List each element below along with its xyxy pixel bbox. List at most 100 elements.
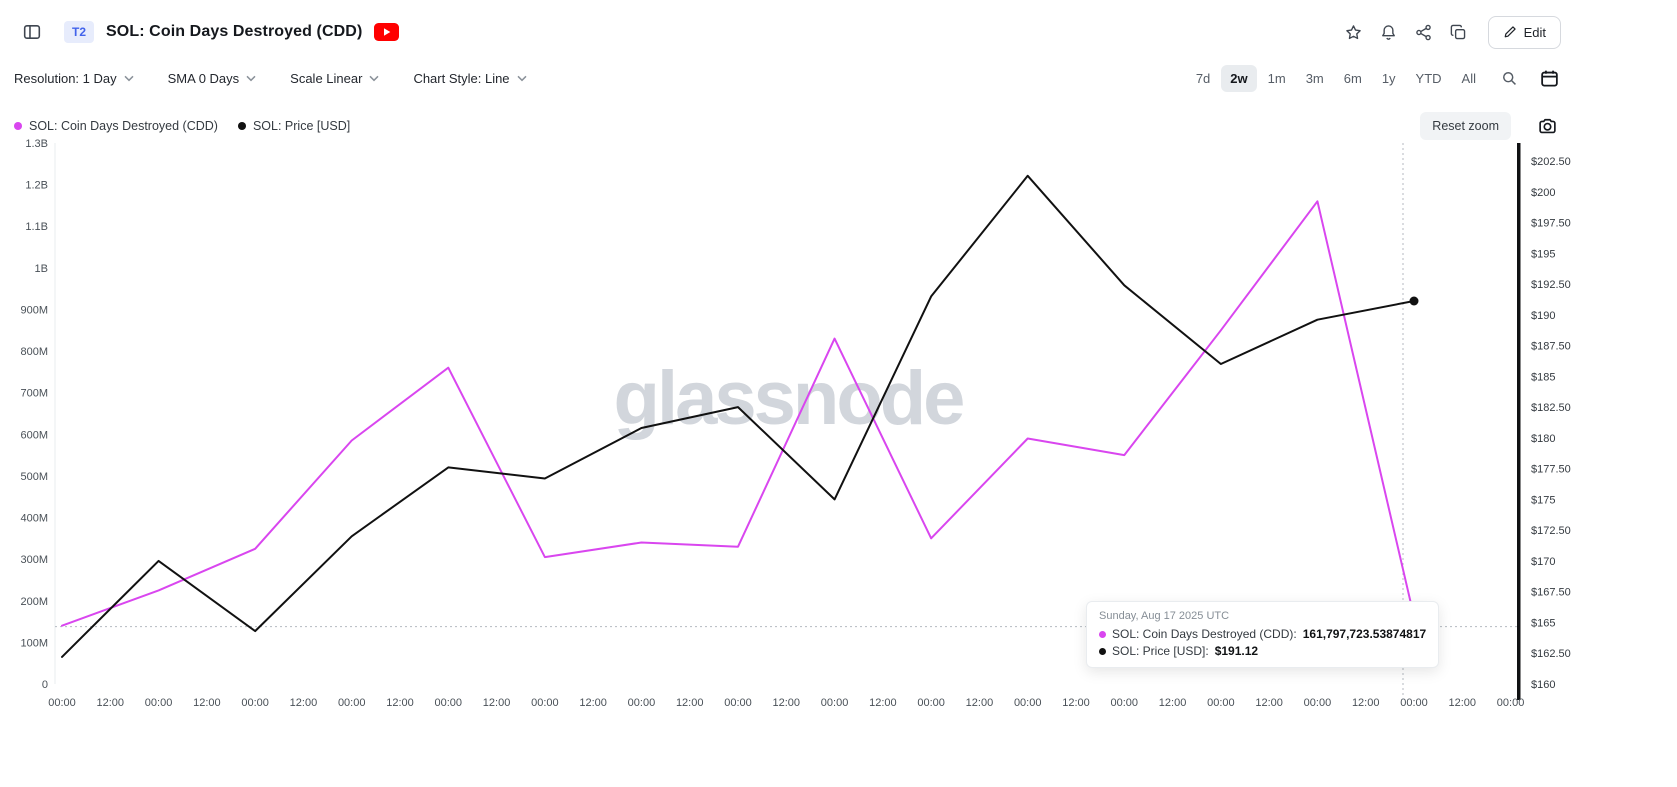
range-selector: 7d 2w 1m 3m 6m 1y YTD All <box>1187 62 1565 94</box>
left-axis-tick: 400M <box>20 513 48 525</box>
range-button-1m[interactable]: 1m <box>1259 65 1295 92</box>
calendar-icon <box>1540 70 1558 87</box>
right-axis-tick: $175 <box>1531 494 1555 506</box>
range-button-all[interactable]: All <box>1453 65 1485 92</box>
x-axis-label: 00:00 <box>724 697 752 709</box>
series-marker <box>1409 296 1419 306</box>
x-axis-label: 00:00 <box>917 697 945 709</box>
x-axis-label: 12:00 <box>579 697 607 709</box>
legend-dot-cdd <box>14 122 22 130</box>
reset-zoom-button[interactable]: Reset zoom <box>1420 112 1511 140</box>
chart-style-dropdown[interactable]: Chart Style: Line <box>411 66 528 91</box>
x-axis-label: 00:00 <box>48 697 76 709</box>
left-axis-tick: 300M <box>20 554 48 566</box>
legend-item-cdd[interactable]: SOL: Coin Days Destroyed (CDD) <box>14 119 218 133</box>
left-axis-tick: 500M <box>20 471 48 483</box>
right-axis-tick: $190 <box>1531 310 1555 322</box>
x-axis-label: 12:00 <box>676 697 704 709</box>
x-axis-label: 00:00 <box>821 697 849 709</box>
pencil-icon <box>1504 26 1516 38</box>
right-axis-tick: $177.50 <box>1531 464 1571 476</box>
date-picker-button[interactable] <box>1533 62 1565 94</box>
header-bar: T2 SOL: Coin Days Destroyed (CDD) Edit <box>0 0 1677 52</box>
workbench-badge[interactable]: T2 <box>64 21 95 43</box>
x-axis-label: 12:00 <box>97 697 125 709</box>
camera-icon <box>1538 118 1556 133</box>
tooltip-label-cdd: SOL: Coin Days Destroyed (CDD): <box>1112 627 1297 641</box>
tooltip-row-price: SOL: Price [USD]: $191.12 <box>1099 644 1426 658</box>
x-axis-label: 00:00 <box>241 697 269 709</box>
header-actions: Edit <box>1338 15 1561 49</box>
tooltip-dot-cdd <box>1099 630 1106 638</box>
right-axis-tick: $182.50 <box>1531 402 1571 414</box>
range-button-ytd[interactable]: YTD <box>1407 65 1451 92</box>
left-axis-tick: 200M <box>20 596 48 608</box>
range-button-2w[interactable]: 2w <box>1221 64 1257 92</box>
right-axis-tick: $195 <box>1531 248 1555 260</box>
left-axis-tick: 0 <box>42 679 48 691</box>
resolution-dropdown-label: Resolution: 1 Day <box>14 70 117 86</box>
x-axis-label: 00:00 <box>1497 697 1525 709</box>
screenshot-button[interactable] <box>1531 110 1563 142</box>
bell-icon <box>1382 24 1396 40</box>
x-axis-label: 00:00 <box>628 697 656 709</box>
panel-icon <box>23 25 41 39</box>
right-axis-tick: $192.50 <box>1531 279 1571 291</box>
range-button-6m[interactable]: 6m <box>1335 65 1371 92</box>
share-icon <box>1416 24 1431 40</box>
x-axis-label: 00:00 <box>338 697 366 709</box>
series-line <box>61 174 1415 658</box>
right-axis-tick: $170 <box>1531 556 1555 568</box>
share-button[interactable] <box>1408 16 1440 48</box>
favorite-button[interactable] <box>1338 16 1370 48</box>
notifications-button[interactable] <box>1373 16 1405 48</box>
page-title: SOL: Coin Days Destroyed (CDD) <box>106 23 363 40</box>
legend-item-price[interactable]: SOL: Price [USD] <box>237 119 350 133</box>
chart-style-dropdown-label: Chart Style: Line <box>413 70 510 86</box>
range-button-3m[interactable]: 3m <box>1297 65 1333 92</box>
tooltip-label-price: SOL: Price [USD]: <box>1112 644 1209 658</box>
edit-button[interactable]: Edit <box>1487 15 1561 49</box>
resolution-dropdown[interactable]: Resolution: 1 Day <box>12 66 136 91</box>
legend-label-cdd: SOL: Coin Days Destroyed (CDD) <box>29 119 218 133</box>
left-axis-tick: 700M <box>20 388 48 400</box>
chart-tooltip: Sunday, Aug 17 2025 UTC SOL: Coin Days D… <box>1086 601 1440 668</box>
right-axis-tick: $202.50 <box>1531 156 1571 168</box>
chevron-down-icon <box>369 75 379 81</box>
x-axis-label: 12:00 <box>386 697 414 709</box>
x-axis-label: 12:00 <box>290 697 318 709</box>
right-axis-tick: $187.50 <box>1531 341 1571 353</box>
sma-dropdown-label: SMA 0 Days <box>167 70 240 86</box>
chevron-down-icon <box>246 75 256 81</box>
tooltip-value-price: $191.12 <box>1214 644 1259 658</box>
duplicate-button[interactable] <box>1443 16 1475 48</box>
scale-dropdown[interactable]: Scale Linear <box>288 66 381 91</box>
tooltip-date: Sunday, Aug 17 2025 UTC <box>1099 610 1230 622</box>
x-axis-label: 12:00 <box>869 697 897 709</box>
sidebar-toggle-button[interactable] <box>16 16 48 48</box>
right-axis-tick: $197.50 <box>1531 218 1571 230</box>
chevron-down-icon <box>124 75 134 81</box>
x-axis-label: 12:00 <box>193 697 221 709</box>
right-axis-tick: $185 <box>1531 371 1555 383</box>
tooltip-value-cdd: 161,797,723.53874817 <box>1302 627 1427 641</box>
zoom-select-button[interactable] <box>1493 62 1525 94</box>
x-axis-label: 00:00 <box>531 697 559 709</box>
x-axis-label: 00:00 <box>145 697 173 709</box>
x-axis-label: 12:00 <box>1449 697 1477 709</box>
chevron-down-icon <box>517 75 527 81</box>
range-button-7d[interactable]: 7d <box>1187 65 1219 92</box>
x-axis-label: 12:00 <box>483 697 511 709</box>
youtube-icon <box>374 23 400 41</box>
chart-toolbar: Resolution: 1 Day SMA 0 Days Scale Linea… <box>0 52 1677 94</box>
range-button-1y[interactable]: 1y <box>1373 65 1405 92</box>
youtube-button[interactable] <box>374 23 400 41</box>
left-axis-tick: 900M <box>20 304 48 316</box>
sma-dropdown[interactable]: SMA 0 Days <box>166 66 259 91</box>
left-axis-tick: 800M <box>20 346 48 358</box>
x-axis-label: 00:00 <box>1014 697 1042 709</box>
right-axis-tick: $160 <box>1531 679 1555 691</box>
chart-actions: Reset zoom <box>1420 110 1563 142</box>
legend-dot-price <box>237 122 246 130</box>
